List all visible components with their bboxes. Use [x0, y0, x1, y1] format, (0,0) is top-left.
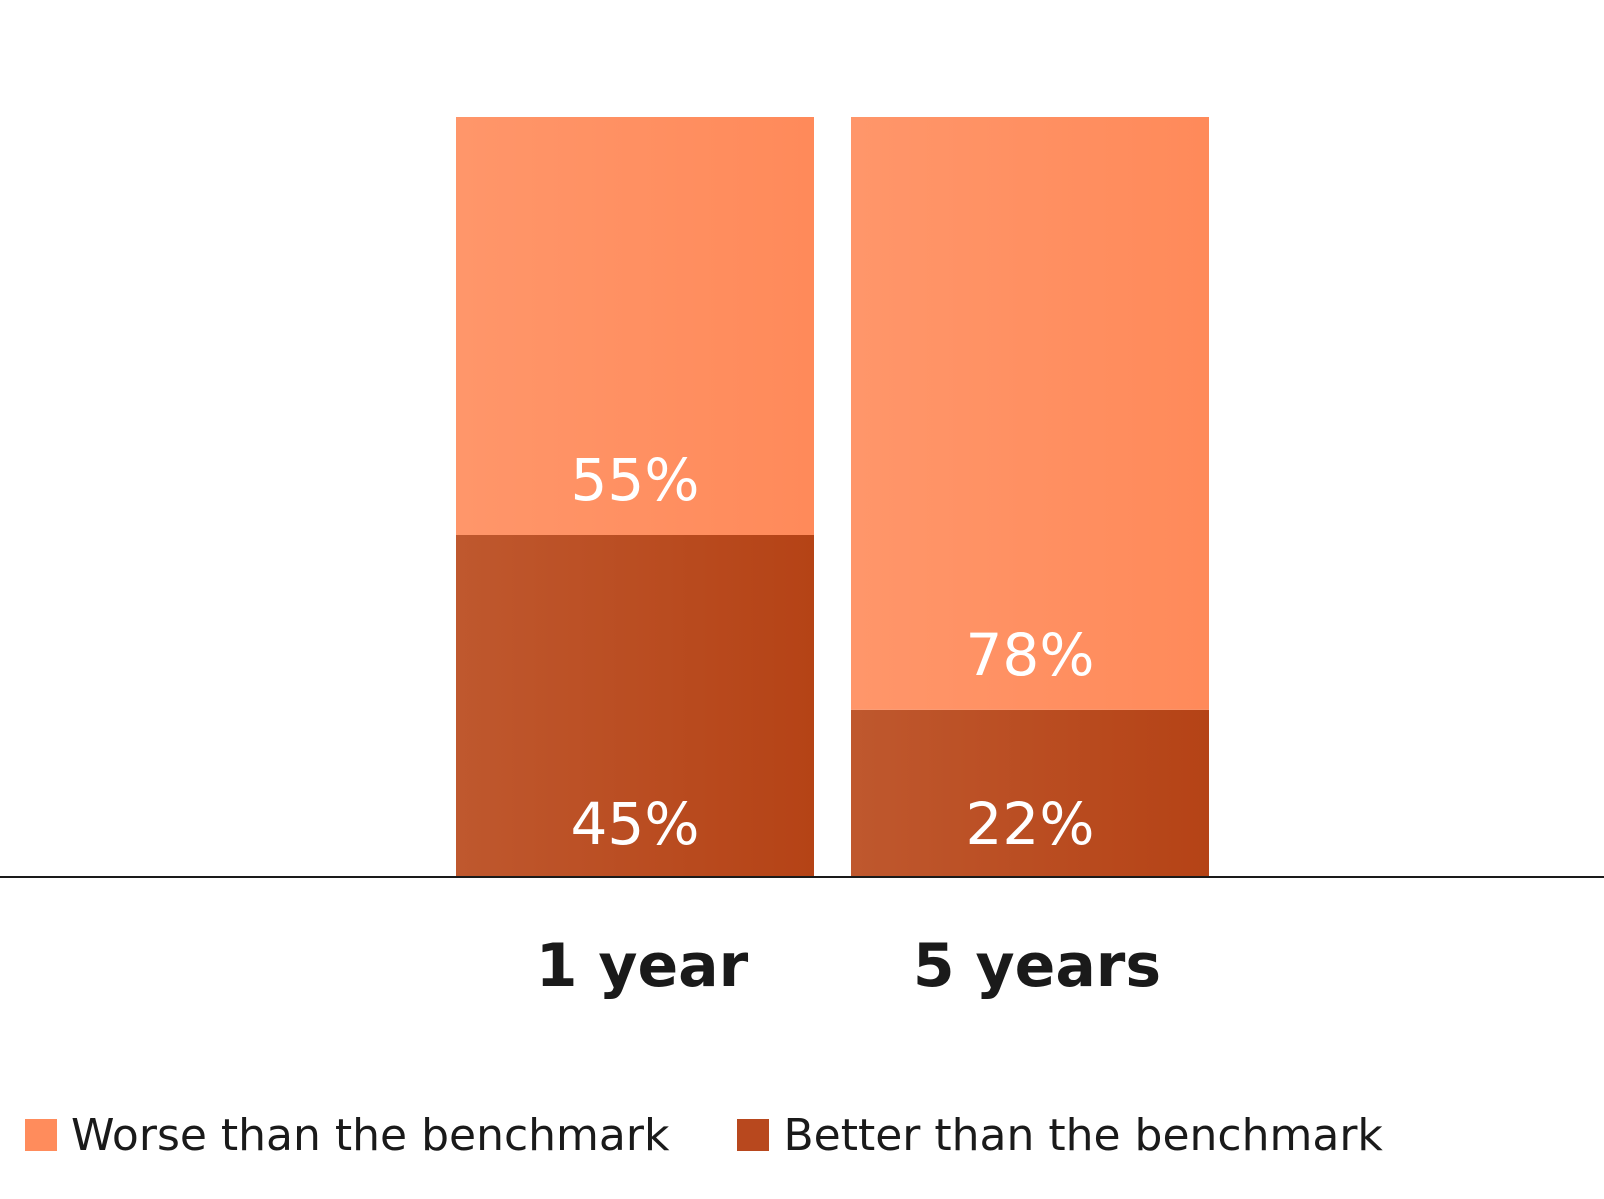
bar-1-year-worse-than-the-benchmark [456, 117, 814, 535]
legend: Worse than the benchmark Better than the… [25, 1105, 1451, 1165]
labels-group: 45% 55% 1 year 22% 78% 5 years [536, 446, 1161, 1001]
legend-swatch-better [737, 1119, 770, 1151]
bar-5-years-better-than-the-benchmark [851, 709, 1209, 877]
legend-label-worse: Worse than the benchmark [71, 1109, 670, 1161]
legend-item-worse: Worse than the benchmark [25, 1110, 669, 1161]
data-label-1-year-worse-than-the-benchmark: 55% [571, 446, 700, 514]
x-tick-label-1-year: 1 year [536, 931, 749, 1001]
legend-label-better: Better than the benchmark [783, 1109, 1383, 1161]
legend-swatch-worse [25, 1119, 57, 1151]
bars-group [456, 117, 1209, 877]
data-label-5-years-better-than-the-benchmark: 22% [966, 790, 1095, 858]
data-label-1-year-better-than-the-benchmark: 45% [571, 790, 700, 858]
data-label-5-years-worse-than-the-benchmark: 78% [966, 621, 1095, 689]
bar-1-year-better-than-the-benchmark [456, 535, 814, 877]
x-tick-label-5-years: 5 years [913, 931, 1161, 1001]
legend-item-better: Better than the benchmark [737, 1109, 1383, 1161]
bar-5-years-worse-than-the-benchmark [851, 117, 1209, 710]
